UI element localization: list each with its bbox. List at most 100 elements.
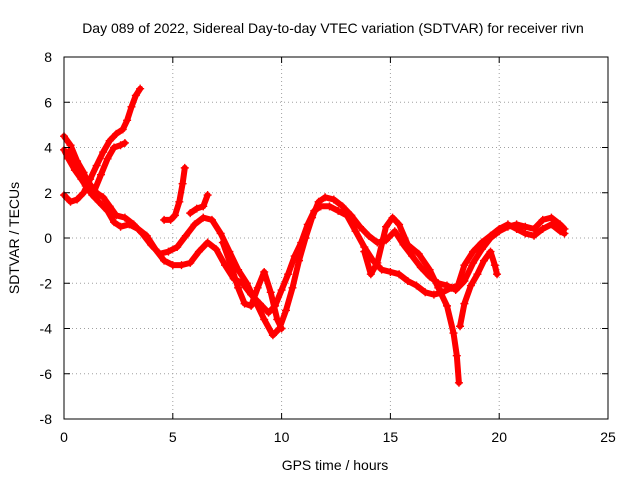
data-point: [325, 202, 334, 211]
x-axis-title: GPS time / hours: [282, 457, 389, 473]
data-point: [120, 213, 129, 222]
data-point: [281, 306, 290, 315]
data-point: [495, 227, 504, 236]
data-point: [547, 220, 556, 229]
data-point: [73, 195, 82, 204]
series-trace-2: [60, 132, 569, 340]
data-point: [266, 288, 275, 297]
data-point: [403, 276, 412, 285]
series-line: [65, 140, 128, 194]
axis-ticks: [63, 56, 609, 420]
y-tick-label: -6: [40, 366, 53, 382]
data-point: [66, 197, 75, 206]
data-point: [425, 265, 434, 274]
data-point: [512, 220, 521, 229]
data-point: [530, 224, 539, 233]
data-point: [175, 197, 184, 206]
data-point: [168, 261, 177, 270]
data-point: [490, 261, 499, 270]
data-point: [240, 299, 249, 308]
grid: [64, 57, 608, 419]
data-point: [449, 329, 458, 338]
data-point: [192, 204, 201, 213]
data-point: [301, 234, 310, 242]
data-point: [170, 211, 179, 220]
series-trace-5: [160, 163, 189, 224]
data-point: [429, 290, 438, 299]
data-point: [110, 218, 119, 227]
data-point: [218, 238, 227, 247]
data-point: [92, 161, 101, 170]
data-point: [538, 215, 547, 224]
data-point: [442, 281, 451, 290]
y-tick-label: 4: [44, 140, 52, 156]
data-point: [120, 138, 129, 147]
series-trace-9: [456, 247, 502, 331]
data-point: [377, 265, 386, 274]
data-point: [416, 263, 425, 272]
data-point: [321, 193, 330, 202]
data-point: [203, 191, 212, 200]
data-point: [538, 224, 547, 233]
data-point: [347, 211, 356, 220]
data-point: [186, 258, 195, 267]
series-trace-8: [360, 213, 463, 387]
data-point: [110, 143, 119, 152]
data-point: [460, 299, 469, 308]
data-point: [164, 247, 173, 256]
series-group: [60, 84, 569, 387]
data-point: [460, 261, 469, 270]
data-point: [212, 245, 221, 254]
data-point: [277, 324, 286, 333]
data-point: [442, 301, 451, 310]
data-point: [166, 215, 175, 224]
data-point: [234, 283, 243, 292]
data-point: [247, 301, 256, 310]
data-point: [99, 193, 108, 202]
data-point: [190, 220, 199, 229]
series-line: [219, 239, 285, 332]
data-point: [451, 286, 460, 295]
data-point: [351, 227, 360, 236]
data-point: [530, 231, 539, 240]
data-point: [131, 91, 140, 100]
series-line: [457, 248, 500, 330]
chart-title: Day 089 of 2022, Sidereal Day-to-day VTE…: [82, 20, 584, 36]
y-tick-label: -4: [40, 321, 53, 337]
tick-labels: 0 5 10 15 20 25 -8 -6 -4 -2 0 2 4 6 8: [40, 49, 616, 445]
data-point: [260, 267, 269, 276]
data-point: [66, 141, 75, 150]
data-point: [116, 222, 125, 231]
x-tick-label: 25: [600, 429, 616, 445]
data-point: [194, 247, 203, 256]
data-point: [79, 188, 88, 197]
data-point: [486, 234, 495, 242]
data-point: [268, 331, 277, 340]
y-tick-label: 0: [44, 230, 52, 246]
data-point: [155, 249, 164, 258]
data-point: [479, 256, 488, 265]
x-tick-label: 5: [169, 429, 177, 445]
data-point: [452, 351, 461, 360]
data-point: [103, 154, 112, 163]
data-point: [308, 213, 317, 222]
data-point: [253, 283, 262, 292]
data-point: [99, 148, 108, 157]
data-point: [77, 172, 86, 181]
data-point: [138, 229, 147, 238]
data-point: [469, 258, 478, 267]
data-point: [284, 270, 293, 279]
data-point: [216, 229, 225, 238]
data-point: [503, 222, 512, 231]
data-point: [273, 315, 282, 324]
series-line: [61, 85, 144, 205]
data-point: [147, 240, 156, 249]
series-line: [61, 133, 568, 339]
data-point: [70, 163, 79, 172]
data-point: [382, 222, 391, 231]
data-point: [454, 378, 463, 387]
y-tick-label: -2: [40, 275, 53, 291]
data-point: [412, 281, 421, 290]
data-point: [395, 220, 404, 229]
